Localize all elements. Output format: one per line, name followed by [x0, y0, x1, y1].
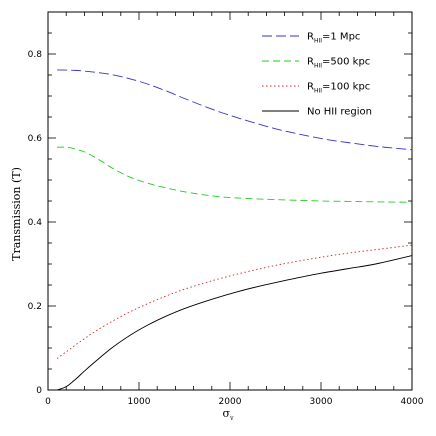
legend-label-main: R	[307, 32, 314, 43]
legend-label-main: R	[307, 82, 314, 93]
legend-label-value: =500 kpc	[322, 57, 370, 68]
x-tick-label: 3000	[310, 397, 333, 407]
x-tick-label: 1000	[128, 397, 151, 407]
legend-label-value: =100 kpc	[322, 82, 370, 93]
axes	[47, 11, 413, 391]
x-tick-label: 4000	[401, 397, 424, 407]
axis-ticks: 0 1000 2000 3000 4000 0 0.2 0.4 0.6 0.8	[28, 11, 424, 407]
series-line-2	[57, 146, 413, 203]
legend-label-main: R	[307, 57, 314, 68]
y-axis-label: Transmission (T)	[10, 167, 23, 261]
x-tick-label: 2000	[219, 397, 242, 407]
legend-label-3: RHII=100 kpc	[307, 82, 370, 95]
legend-label-2: RHII=500 kpc	[307, 57, 370, 70]
y-tick-label: 0	[36, 386, 42, 396]
series-lines	[56, 69, 413, 391]
y-tick-label: 0.4	[28, 218, 43, 228]
x-tick-label: 0	[45, 397, 51, 407]
x-axis-label-symbol: σ	[223, 407, 231, 420]
legend-label-subscript: HII	[314, 38, 322, 45]
legend-label-1: RHII=1 Mpc	[307, 32, 360, 45]
legend-label-value: =1 Mpc	[322, 32, 360, 43]
legend-label-main: No HII region	[307, 107, 372, 118]
x-axis-label: σv	[223, 407, 235, 422]
series-line-3	[56, 244, 413, 359]
y-tick-label: 0.2	[28, 302, 42, 312]
x-axis-label-subscript: v	[229, 415, 234, 422]
legend-label-subscript: HII	[314, 88, 322, 95]
series-line-1	[57, 69, 413, 151]
legend-label-subscript: HII	[314, 63, 322, 70]
legend-label-4: No HII region	[307, 107, 372, 118]
y-tick-label: 0.6	[28, 134, 43, 144]
series-line-4	[56, 255, 413, 391]
plot-frame	[47, 11, 413, 391]
y-tick-label: 0.8	[28, 50, 43, 60]
